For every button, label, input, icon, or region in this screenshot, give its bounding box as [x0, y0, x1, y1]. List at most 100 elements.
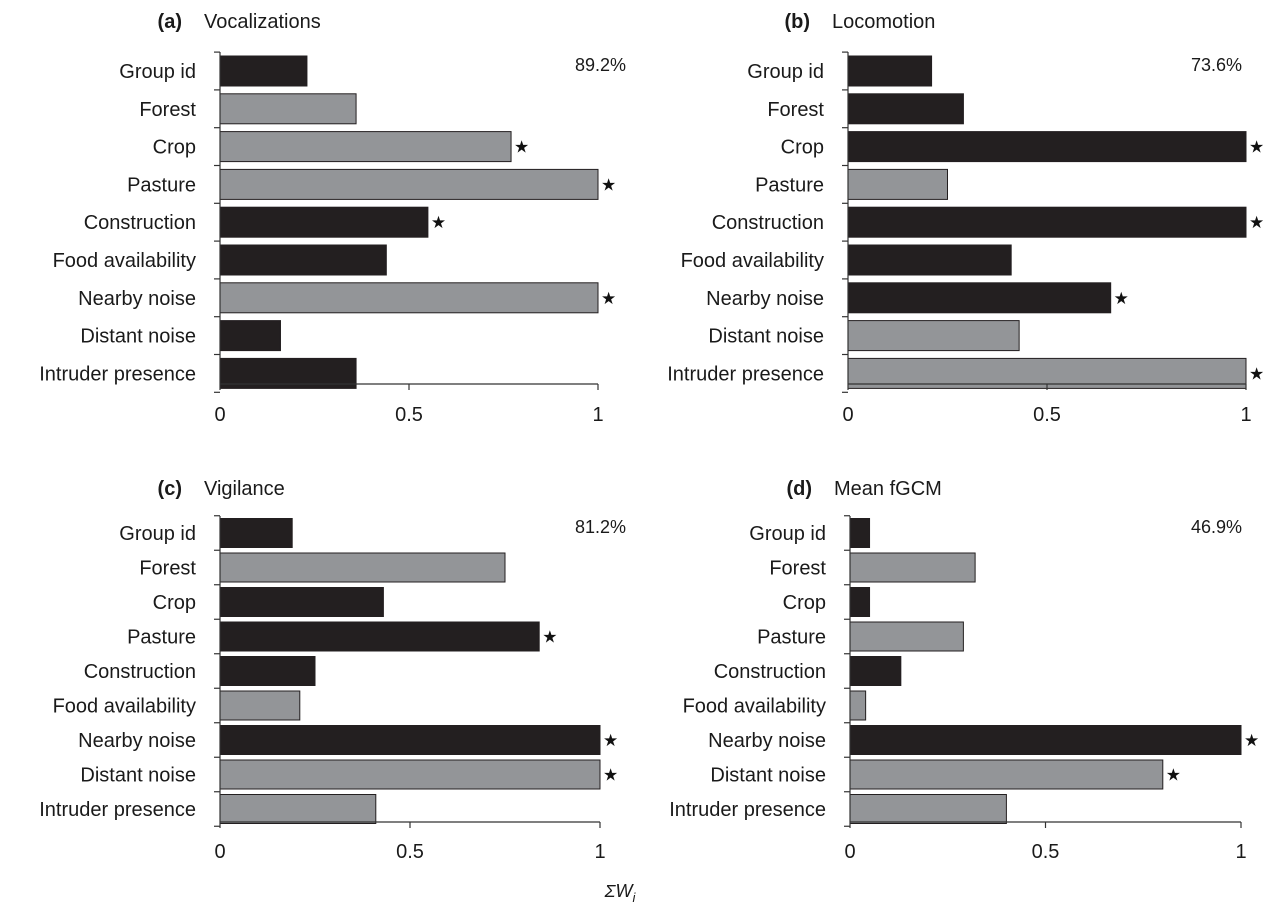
category-label: Distant noise [80, 326, 196, 348]
category-label: Group id [119, 61, 196, 83]
bar [219, 282, 599, 314]
category-label: Distant noise [710, 765, 826, 787]
category-label: Group id [749, 523, 826, 545]
bar [849, 794, 1007, 824]
bar [219, 552, 506, 583]
panel-label: (c) [158, 478, 182, 500]
significance-star: ★ [431, 213, 446, 233]
variance-explained-annotation: 89.2% [575, 55, 626, 75]
significance-star: ★ [603, 731, 618, 751]
x-tick-label: 0 [214, 404, 225, 426]
significance-star: ★ [601, 289, 616, 309]
significance-star: ★ [601, 175, 616, 195]
shared-x-axis-label: ΣWi [604, 881, 637, 905]
chart-panels: (a) Vocalizations 89.2% Group id Forest Crop ★… [39, 11, 1264, 863]
bar [219, 725, 601, 755]
bar [849, 656, 902, 686]
bar [219, 206, 429, 238]
bar [849, 587, 871, 617]
category-label: Group id [119, 523, 196, 545]
category-label: Pasture [127, 627, 196, 649]
category-label: Group id [747, 61, 824, 83]
category-label: Intruder presence [669, 799, 826, 821]
category-label: Crop [783, 592, 826, 614]
category-label: Nearby noise [78, 730, 196, 752]
x-tick-label: 1 [1240, 404, 1251, 426]
category-label: Distant noise [80, 765, 196, 787]
bar [219, 244, 387, 276]
x-tick-label: 1 [594, 841, 605, 863]
chart-panel: (b) Locomotion 73.6% Group id Forest Crop ★ Pas… [667, 11, 1264, 426]
category-label: Forest [139, 99, 196, 121]
x-tick-label: 0.5 [1033, 404, 1061, 426]
category-label: Pasture [127, 174, 196, 196]
x-tick-label: 0.5 [1032, 841, 1060, 863]
category-label: Forest [767, 99, 824, 121]
significance-star: ★ [1249, 138, 1264, 158]
panel-label: (a) [158, 11, 182, 33]
shared-x-axis-label-subscript: i [632, 890, 636, 905]
significance-star: ★ [514, 138, 529, 158]
bar [219, 320, 281, 352]
category-label: Crop [781, 137, 824, 159]
bar [219, 690, 301, 721]
category-label: Pasture [757, 627, 826, 649]
bar [847, 55, 933, 87]
bar [219, 621, 540, 652]
category-label: Food availability [681, 250, 824, 272]
bar [849, 621, 964, 652]
bar [847, 93, 964, 125]
panel-title: Vocalizations [204, 11, 321, 33]
bar [219, 93, 357, 125]
bar [847, 131, 1247, 163]
category-label: Construction [712, 212, 824, 234]
x-tick-label: 1 [592, 404, 603, 426]
bar [849, 725, 1242, 755]
significance-star: ★ [1244, 731, 1259, 751]
bar [219, 518, 293, 548]
category-label: Intruder presence [39, 363, 196, 385]
bar [219, 656, 316, 686]
chart-panel: (a) Vocalizations 89.2% Group id Forest Crop ★… [39, 11, 626, 426]
x-tick-label: 1 [1235, 841, 1246, 863]
significance-star: ★ [1114, 289, 1129, 309]
category-label: Nearby noise [78, 288, 196, 310]
bar [849, 518, 871, 548]
bar [219, 168, 599, 200]
bar [219, 131, 512, 163]
panel-label: (d) [786, 478, 812, 500]
category-label: Food availability [53, 696, 196, 718]
category-label: Construction [84, 212, 196, 234]
variance-explained-annotation: 81.2% [575, 517, 626, 537]
x-tick-label: 0.5 [396, 841, 424, 863]
x-tick-label: 0.5 [395, 404, 423, 426]
bar [847, 168, 948, 200]
panel-title: Locomotion [832, 11, 935, 33]
category-label: Nearby noise [706, 288, 824, 310]
significance-star: ★ [542, 628, 557, 648]
bar [849, 759, 1164, 790]
category-label: Nearby noise [708, 730, 826, 752]
category-label: Construction [84, 661, 196, 683]
x-tick-label: 0 [842, 404, 853, 426]
significance-star: ★ [1249, 213, 1264, 233]
variance-explained-annotation: 46.9% [1191, 517, 1242, 537]
variance-explained-annotation: 73.6% [1191, 55, 1242, 75]
panel-label: (b) [784, 11, 810, 33]
panel-title: Vigilance [204, 478, 285, 500]
x-tick-label: 0 [844, 841, 855, 863]
chart-panel: (d) Mean fGCM 46.9% Group id Forest Crop Pastu… [669, 478, 1259, 863]
significance-star: ★ [1166, 766, 1181, 786]
bar [219, 794, 377, 824]
panel-title: Mean fGCM [834, 478, 942, 500]
category-label: Distant noise [708, 326, 824, 348]
chart-panel: (c) Vigilance 81.2% Group id Forest Crop Pastu… [39, 478, 626, 863]
bar [847, 244, 1012, 276]
bar [219, 759, 601, 790]
category-label: Crop [153, 592, 196, 614]
x-tick-label: 0 [214, 841, 225, 863]
bar [219, 55, 308, 87]
bar [847, 320, 1020, 352]
shared-x-axis-label-main: ΣW [604, 881, 635, 901]
category-label: Food availability [53, 250, 196, 272]
